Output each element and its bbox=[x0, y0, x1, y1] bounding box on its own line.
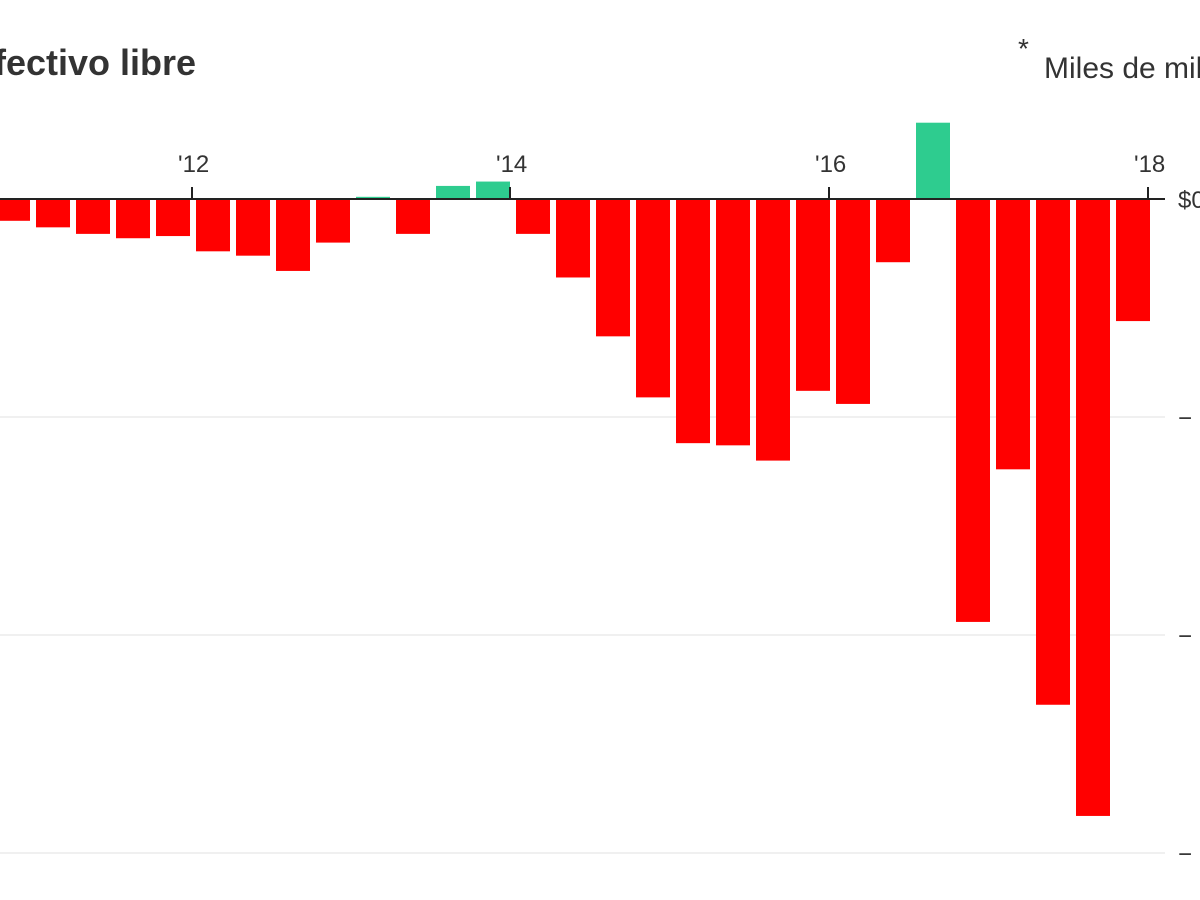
bar bbox=[796, 199, 830, 391]
bar bbox=[236, 199, 270, 256]
bar bbox=[996, 199, 1030, 470]
bar bbox=[316, 199, 350, 243]
y-tick-label: − bbox=[1178, 405, 1192, 432]
bar bbox=[756, 199, 790, 461]
bar bbox=[556, 199, 590, 278]
bar bbox=[276, 199, 310, 271]
bar bbox=[196, 199, 230, 252]
unit-note: Miles de mill bbox=[1044, 52, 1200, 85]
bar bbox=[156, 199, 190, 237]
bar bbox=[396, 199, 430, 234]
chart-title: fectivo libre bbox=[0, 42, 196, 83]
bar bbox=[436, 185, 470, 199]
y-tick-label: $0 bbox=[1178, 187, 1200, 214]
bar bbox=[76, 199, 110, 234]
axis-lines bbox=[0, 187, 1165, 200]
x-tick-label: '12 bbox=[178, 151, 209, 178]
bar bbox=[356, 196, 390, 199]
bar bbox=[1076, 199, 1110, 816]
bar bbox=[516, 199, 550, 234]
bar bbox=[596, 199, 630, 337]
bar bbox=[476, 181, 510, 199]
x-tick-label: '14 bbox=[496, 151, 527, 178]
bar bbox=[636, 199, 670, 398]
bar bbox=[916, 122, 950, 199]
bar bbox=[676, 199, 710, 444]
y-tick-label: − bbox=[1178, 841, 1192, 868]
bar bbox=[876, 199, 910, 263]
bars bbox=[0, 122, 1150, 816]
bar bbox=[836, 199, 870, 404]
y-tick-label: − bbox=[1178, 623, 1192, 650]
bar bbox=[1116, 199, 1150, 322]
grid-lines bbox=[0, 416, 1165, 854]
bar bbox=[36, 199, 70, 228]
unit-marker: * bbox=[1018, 33, 1029, 64]
bar bbox=[0, 199, 30, 221]
x-tick-label: '16 bbox=[815, 151, 846, 178]
bar bbox=[116, 199, 150, 239]
x-tick-label: '18 bbox=[1134, 151, 1165, 178]
bar bbox=[956, 199, 990, 622]
bar bbox=[716, 199, 750, 446]
x-tick-labels: '12 '14 '16 '18 bbox=[178, 151, 1165, 178]
y-tick-labels: $0 − − − bbox=[1178, 187, 1200, 868]
bar bbox=[1036, 199, 1070, 705]
